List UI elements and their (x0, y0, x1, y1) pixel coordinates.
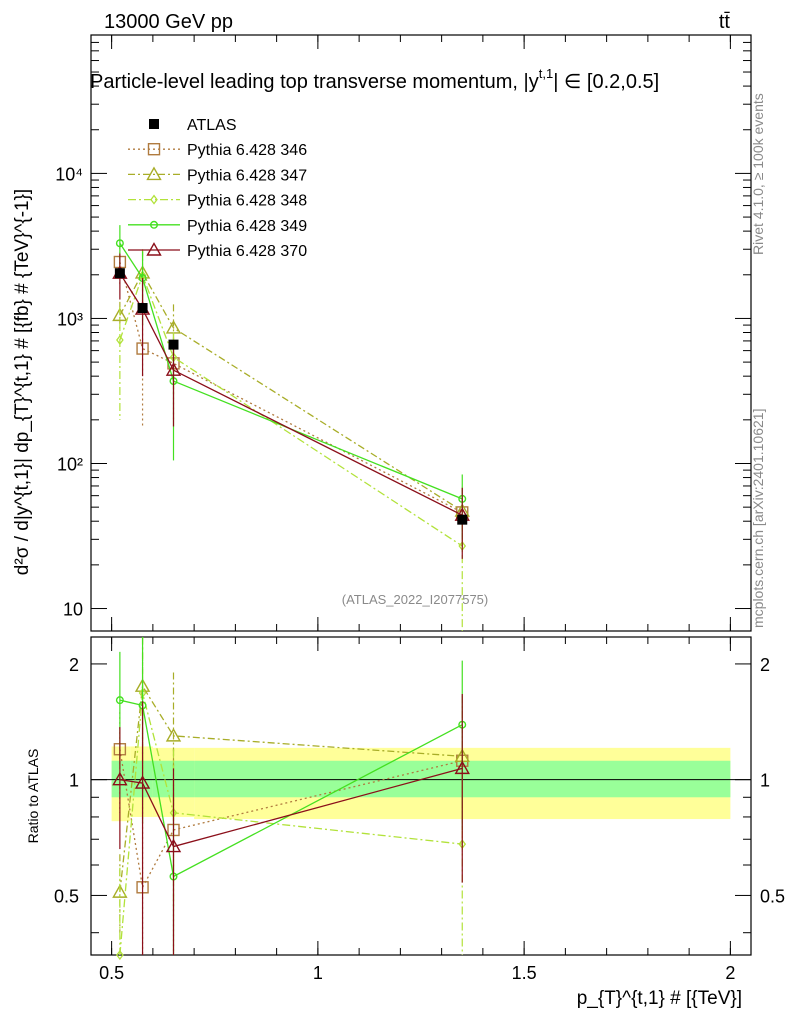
legend-entry-2-marker (146, 166, 162, 181)
process-label: tt̄ (719, 11, 731, 33)
y-tick-label-ratio-right: 2 (760, 655, 770, 675)
y-tick-label-main: 10⁴ (55, 164, 83, 184)
atlas-data-point (137, 303, 148, 314)
y-axis-label-ratio: Ratio to ATLAS (25, 749, 41, 844)
series-349-point (115, 239, 124, 248)
plot-title-main: Particle-level leading top transverse mo… (90, 71, 539, 93)
legend-entry-1-label: Pythia 6.428 346 (187, 142, 307, 159)
plot-title-tail: | ∈ [0.2,0.5] (553, 71, 659, 93)
plot-title: Particle-level leading top transverse mo… (90, 66, 659, 93)
y-axis-label-main: d²σ / d|y^{t,1}| dp_{T}^{t,1} # [{fb} # … (12, 189, 33, 575)
series-349-line (119, 242, 463, 500)
legend-entry-4-label: Pythia 6.428 349 (187, 218, 307, 235)
axis-ticks: 0.5 1 1.5 2 10 10² 10³ 10⁴ 0.5 0.5 1 1 2 2 (54, 34, 785, 983)
series-346-line (119, 261, 463, 513)
series-370-ratio-point (112, 771, 128, 786)
series-370-ratio-point (454, 760, 470, 775)
analysis-id: (ATLAS_2022_I2077575) (342, 592, 488, 607)
x-tick-label: 0.5 (99, 963, 124, 983)
y-tick-label-ratio-left: 0.5 (54, 886, 79, 906)
rivet-label: Rivet 4.1.0, ≥ 100k events (750, 93, 766, 255)
series-347-ratio-point (112, 884, 128, 898)
legend: ATLAS Pythia 6.428 346 Pythia 6.428 347 Pyt… (128, 117, 307, 260)
series-348-ratio-point (116, 949, 124, 961)
series-347-ratio-line (119, 684, 463, 893)
series-349-ratio-point (115, 696, 124, 705)
legend-entry-4-marker (149, 220, 158, 229)
series-347-point (112, 307, 128, 322)
legend-entry-0-marker (149, 119, 159, 129)
legend-entry-0-label: ATLAS (187, 117, 237, 134)
ratio-series-layer (112, 637, 470, 961)
y-tick-label-ratio-right: 1 (760, 771, 770, 791)
series-370-ratio-point (165, 838, 182, 853)
y-tick-label-ratio-right: 0.5 (760, 886, 785, 906)
series-348-line (119, 273, 463, 547)
legend-entry-5-marker (146, 242, 162, 256)
series-349-ratio-line (119, 699, 463, 878)
mcplots-label: mcplots.cern.ch [arXiv:2401.10621] (750, 409, 766, 628)
series-348-ratio-line (119, 692, 463, 956)
series-348-point (116, 334, 124, 346)
legend-entry-5-label: Pythia 6.428 370 (187, 243, 307, 260)
atlas-data-point (457, 514, 468, 525)
x-axis-label: p_{T}^{t,1} # [{TeV}] (577, 988, 742, 1009)
x-tick-label: 1.5 (512, 963, 537, 983)
legend-entry-3-marker (150, 194, 158, 205)
series-370-point (165, 362, 182, 376)
legend-entry-3-label: Pythia 6.428 348 (187, 193, 307, 210)
x-tick-label: 2 (725, 963, 735, 983)
band-1sigma-0 (111, 760, 131, 798)
legend-entry-1-marker (147, 142, 161, 156)
main-series-layer (112, 225, 470, 631)
legend-entry-2-label: Pythia 6.428 347 (187, 167, 307, 184)
y-tick-label-ratio-left: 2 (69, 655, 79, 675)
uncertainty-bands (111, 746, 731, 822)
series-370-line (119, 272, 463, 516)
atlas-data-point (114, 268, 125, 279)
y-tick-label-ratio-left: 1 (69, 771, 79, 791)
atlas-data-point (168, 339, 179, 350)
y-tick-label-main: 10 (63, 600, 83, 620)
ratio-panel-frame (90, 636, 752, 956)
series-370-ratio-point (134, 775, 151, 789)
y-tick-label-main: 10³ (57, 309, 83, 329)
x-tick-label: 1 (313, 963, 323, 983)
series-347-line (119, 271, 463, 512)
plot-title-sup: t,1 (539, 66, 553, 81)
y-tick-label-main: 10² (57, 454, 83, 474)
series-370-ratio-line (119, 767, 463, 848)
atlas-data-layer (114, 268, 468, 525)
series-347-ratio-point (165, 727, 182, 742)
energy-label: 13000 GeV pp (104, 11, 233, 33)
